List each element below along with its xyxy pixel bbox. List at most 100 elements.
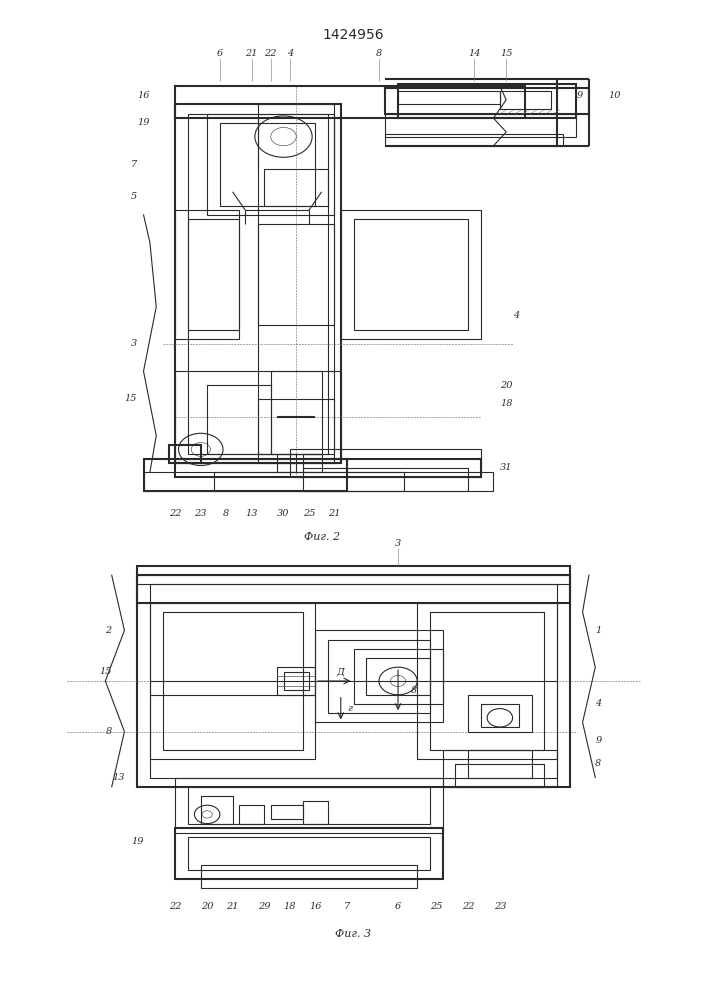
Text: 1: 1 bbox=[595, 626, 602, 635]
Bar bbox=[175, 86, 525, 118]
Bar bbox=[220, 123, 315, 206]
Bar bbox=[258, 399, 334, 454]
Text: 22: 22 bbox=[169, 902, 182, 911]
Text: 15: 15 bbox=[99, 667, 112, 676]
Bar bbox=[258, 104, 334, 463]
Bar bbox=[341, 210, 481, 339]
Bar bbox=[175, 828, 443, 879]
Bar bbox=[455, 764, 544, 787]
Text: 4: 4 bbox=[287, 49, 293, 58]
Text: 16: 16 bbox=[137, 91, 150, 100]
Text: 15: 15 bbox=[124, 394, 137, 403]
Bar bbox=[201, 865, 417, 888]
Bar bbox=[258, 224, 334, 325]
Text: 6: 6 bbox=[217, 49, 223, 58]
Text: 19: 19 bbox=[137, 118, 150, 127]
Bar bbox=[500, 91, 551, 109]
Text: 19: 19 bbox=[131, 837, 144, 846]
Bar bbox=[468, 695, 532, 732]
Bar bbox=[175, 371, 341, 463]
Bar bbox=[277, 667, 315, 695]
Text: Д: Д bbox=[337, 667, 345, 676]
Text: 13: 13 bbox=[112, 773, 124, 782]
Bar bbox=[284, 672, 309, 690]
Bar bbox=[214, 472, 404, 491]
Text: 25: 25 bbox=[430, 902, 443, 911]
Text: 3: 3 bbox=[131, 339, 137, 348]
Bar bbox=[239, 805, 264, 824]
Text: г: г bbox=[347, 704, 352, 713]
Text: 21: 21 bbox=[245, 49, 258, 58]
Bar bbox=[207, 385, 271, 454]
Text: 15: 15 bbox=[500, 49, 513, 58]
Bar bbox=[144, 472, 493, 491]
Bar bbox=[175, 104, 341, 463]
Bar bbox=[354, 649, 443, 704]
Bar bbox=[315, 630, 443, 722]
Text: 22: 22 bbox=[462, 902, 474, 911]
Text: 7: 7 bbox=[344, 902, 350, 911]
Text: 9: 9 bbox=[576, 91, 583, 100]
Text: 8: 8 bbox=[595, 759, 602, 768]
Text: 14: 14 bbox=[468, 49, 481, 58]
Bar bbox=[175, 778, 443, 833]
Text: 8: 8 bbox=[105, 727, 112, 736]
Bar bbox=[201, 796, 233, 824]
Bar bbox=[137, 575, 570, 787]
Text: 18: 18 bbox=[500, 399, 513, 408]
Bar bbox=[271, 371, 322, 454]
Text: 2: 2 bbox=[105, 626, 112, 635]
Bar bbox=[290, 449, 481, 477]
Bar bbox=[328, 640, 430, 713]
Text: 16: 16 bbox=[309, 902, 322, 911]
Bar bbox=[264, 169, 328, 206]
Text: 25: 25 bbox=[303, 509, 315, 518]
Bar bbox=[175, 210, 239, 339]
Text: 21: 21 bbox=[328, 509, 341, 518]
Bar bbox=[398, 84, 576, 118]
Bar bbox=[188, 114, 328, 454]
Bar bbox=[430, 612, 544, 750]
Text: Фиг. 3: Фиг. 3 bbox=[335, 929, 372, 939]
Bar bbox=[163, 612, 303, 750]
Bar bbox=[385, 114, 576, 137]
Bar bbox=[169, 445, 201, 463]
Bar bbox=[303, 454, 322, 472]
Text: 4: 4 bbox=[513, 312, 519, 320]
Text: 20: 20 bbox=[500, 380, 513, 389]
Bar bbox=[144, 459, 347, 491]
Text: 22: 22 bbox=[264, 49, 277, 58]
Text: 1424956: 1424956 bbox=[322, 28, 385, 42]
Text: 9: 9 bbox=[595, 736, 602, 745]
Bar bbox=[271, 805, 303, 819]
Text: 20: 20 bbox=[201, 902, 214, 911]
Text: 22: 22 bbox=[169, 509, 182, 518]
Bar bbox=[188, 219, 239, 330]
Bar bbox=[443, 750, 557, 787]
Bar bbox=[417, 603, 557, 759]
Text: 10: 10 bbox=[608, 91, 621, 100]
Text: 7: 7 bbox=[131, 160, 137, 169]
Bar bbox=[481, 704, 519, 727]
Text: 31: 31 bbox=[500, 463, 513, 472]
Bar bbox=[137, 566, 570, 603]
Bar bbox=[354, 219, 468, 330]
Bar bbox=[150, 603, 315, 759]
Bar bbox=[398, 91, 500, 104]
Bar bbox=[303, 468, 468, 491]
Bar bbox=[366, 658, 430, 695]
Bar bbox=[150, 584, 557, 778]
Text: 23: 23 bbox=[194, 509, 207, 518]
Text: 4: 4 bbox=[595, 700, 602, 708]
Bar bbox=[385, 88, 589, 114]
Bar bbox=[188, 787, 430, 824]
Bar bbox=[468, 750, 532, 778]
Text: 21: 21 bbox=[226, 902, 239, 911]
Bar bbox=[385, 134, 563, 146]
Bar bbox=[188, 837, 430, 870]
Text: 6: 6 bbox=[395, 902, 401, 911]
Text: 18: 18 bbox=[284, 902, 296, 911]
Text: Фиг. 2: Фиг. 2 bbox=[303, 532, 340, 542]
Text: 3: 3 bbox=[395, 538, 401, 547]
Text: 29: 29 bbox=[258, 902, 271, 911]
